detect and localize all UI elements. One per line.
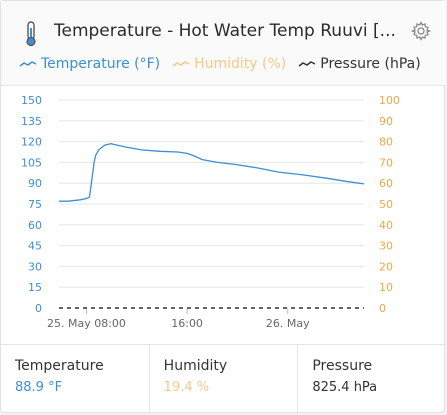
y-left-tick-label: 135	[21, 115, 42, 128]
line-series-icon	[298, 61, 316, 67]
y-right-tick-label: 40	[379, 219, 393, 232]
line-series-icon	[19, 61, 37, 67]
y-left-tick-label: 0	[35, 302, 42, 315]
gear-icon[interactable]	[411, 21, 431, 41]
y-right-tick-label: 30	[379, 240, 393, 253]
legend-item-humidity[interactable]: Humidity (%)	[172, 56, 286, 72]
thermometer-icon	[26, 21, 36, 47]
legend-label: Temperature (°F)	[41, 56, 161, 72]
stat-pressure: Pressure 825.4 hPa	[298, 345, 446, 415]
legend-item-temperature[interactable]: Temperature (°F)	[19, 56, 160, 72]
y-left-tick-label: 45	[28, 240, 42, 253]
y-left-tick-label: 75	[28, 198, 42, 211]
y-left-tick-label: 15	[28, 281, 42, 294]
y-right-tick-label: 20	[379, 260, 393, 273]
stat-label: Temperature	[15, 358, 104, 374]
y-left-tick-label: 30	[28, 260, 42, 273]
y-right-tick-label: 50	[379, 198, 393, 211]
y-left-tick-label: 105	[21, 156, 42, 169]
y-left-tick-label: 120	[21, 136, 42, 149]
stat-label: Pressure	[312, 358, 373, 374]
y-right-tick-label: 90	[379, 115, 393, 128]
x-tick-label: 26. May	[266, 317, 310, 330]
chart-legend: Temperature (°F) Humidity (%) Pressure (…	[19, 54, 433, 74]
stat-value: 825.4 hPa	[312, 380, 378, 395]
stat-value: 19.4 %	[163, 380, 210, 395]
stat-humidity: Humidity 19.4 %	[150, 345, 299, 415]
card-title[interactable]: Temperature - Hot Water Temp Ruuvi [...	[54, 21, 396, 41]
stat-temperature: Temperature 88.9 °F	[1, 345, 150, 415]
y-right-tick-label: 10	[379, 281, 393, 294]
line-series-icon	[172, 61, 190, 67]
legend-item-pressure[interactable]: Pressure (hPa)	[298, 56, 421, 72]
y-right-tick-label: 70	[379, 156, 393, 169]
y-left-tick-label: 150	[21, 94, 42, 107]
y-left-tick-label: 60	[28, 219, 42, 232]
card-header: Temperature - Hot Water Temp Ruuvi [... …	[1, 1, 446, 86]
x-tick-label: 16:00	[171, 317, 203, 330]
stat-label: Humidity	[163, 358, 228, 374]
y-right-tick-label: 100	[379, 94, 400, 107]
stats-footer: Temperature 88.9 °F Humidity 19.4 % Pres…	[1, 344, 446, 415]
y-right-tick-label: 80	[379, 136, 393, 149]
y-left-tick-label: 90	[28, 177, 42, 190]
line-chart: 0 15 30 45 60 75 90 105 120 135 150 0 10 20 30 40 50 60 70…	[21, 94, 400, 330]
y-right-tick-label: 60	[379, 177, 393, 190]
y-right-tick-label: 0	[379, 302, 386, 315]
stat-value: 88.9 °F	[15, 380, 63, 395]
legend-label: Pressure (hPa)	[320, 56, 421, 72]
temperature-series-line	[59, 143, 365, 202]
x-tick-label: 25. May 08:00	[47, 317, 126, 330]
legend-label: Humidity (%)	[194, 56, 287, 72]
